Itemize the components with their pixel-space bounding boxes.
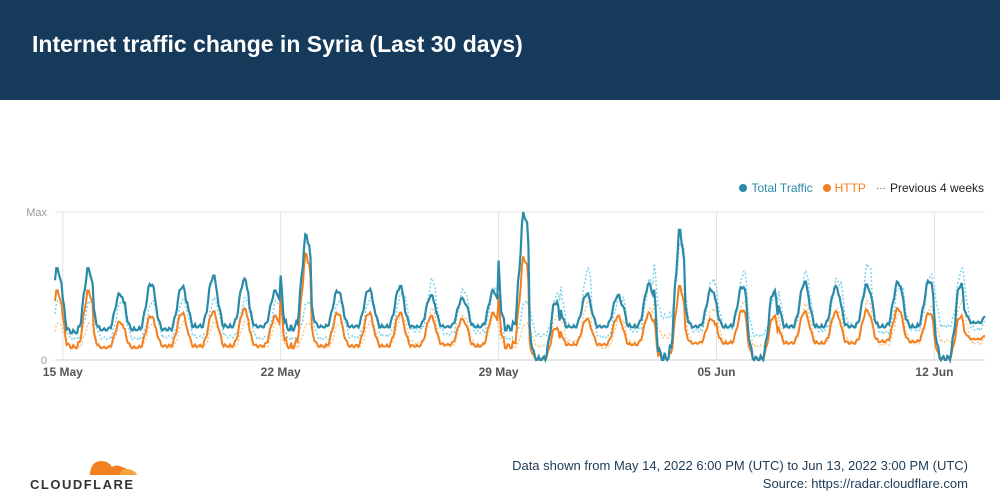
data-range-text: Data shown from May 14, 2022 6:00 PM (UT… — [512, 458, 968, 473]
logo-wordmark: CLOUDFLARE — [30, 477, 135, 492]
x-tick-label: 05 Jun — [697, 365, 735, 379]
chart-legend: Total Traffic HTTP ··· Previous 4 weeks — [739, 179, 984, 197]
x-tick-label: 15 May — [43, 365, 83, 379]
cloud-icon — [90, 461, 137, 475]
legend-label-previous: Previous 4 weeks — [889, 181, 984, 195]
cloudflare-logo: CLOUDFLARE — [30, 461, 137, 492]
legend-item-total-traffic[interactable]: Total Traffic — [739, 181, 813, 195]
legend-label-total-traffic: Total Traffic — [751, 181, 813, 195]
header-bar: Internet traffic change in Syria (Last 3… — [0, 0, 1000, 100]
y-tick-label-max: Max — [26, 207, 47, 219]
legend-item-http[interactable]: HTTP — [822, 181, 866, 195]
dotted-line-icon: ··· — [875, 182, 886, 194]
series-line-total-traffic — [53, 211, 986, 364]
source-text: Source: https://radar.cloudflare.com — [762, 476, 968, 491]
http-dot-icon — [822, 184, 831, 192]
legend-label-http: HTTP — [834, 181, 866, 195]
footer-info: Data shown from May 14, 2022 6:00 PM (UT… — [512, 457, 968, 493]
x-tick-label: 12 Jun — [915, 365, 953, 379]
page-title: Internet traffic change in Syria (Last 3… — [32, 31, 523, 57]
total-traffic-dot-icon — [739, 184, 748, 192]
x-tick-label: 29 May — [479, 365, 519, 379]
series-line-http — [54, 251, 986, 363]
traffic-line-chart: 15 May 22 May 29 May 05 Jun 12 Jun Max 0 — [26, 207, 986, 379]
series-line-previous-total — [54, 239, 986, 341]
x-tick-label: 22 May — [261, 365, 301, 379]
legend-item-previous[interactable]: ··· Previous 4 weeks — [876, 181, 984, 195]
y-tick-label-zero: 0 — [41, 355, 47, 367]
